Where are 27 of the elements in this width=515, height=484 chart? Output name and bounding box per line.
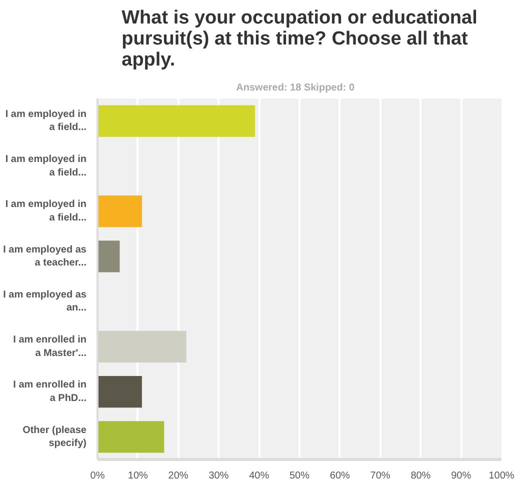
x-tick-label: 30% [208, 470, 229, 482]
x-tick-label: 20% [168, 470, 188, 482]
bar [98, 105, 256, 137]
bar [98, 421, 164, 453]
y-tick-label: I am enrolled in a Master'... [13, 334, 87, 359]
bar [98, 376, 142, 408]
y-tick-label: I am enrolled in a PhD... [13, 380, 87, 404]
x-tick-label: 70% [370, 470, 390, 482]
chart-title: What is your occupation or educational pursuit(s) at this time? Choose all that apply. [122, 8, 478, 70]
bar [98, 196, 142, 228]
x-tick-label: 80% [410, 470, 431, 482]
y-tick-label: I am employed as an... [3, 289, 87, 314]
y-tick-label: I am employed in a field... [5, 154, 87, 178]
x-tick-label: 0% [90, 470, 105, 482]
y-tick-label: I am employed as a teacher... [3, 244, 87, 269]
y-tick-label: Other (please specify) [22, 424, 87, 450]
x-tick-label: 10% [128, 470, 148, 482]
bar [98, 330, 186, 362]
x-tick-label: 100% [488, 470, 514, 482]
bar [98, 240, 120, 272]
y-tick-label: I am employed in a field... [5, 108, 87, 134]
x-tick-label: 40% [249, 470, 270, 482]
x-tick-label: 50% [289, 470, 310, 482]
y-tick-label: I am employed in a field... [5, 199, 87, 224]
chart-subtitle: Answered: 18 Skipped: 0 [236, 82, 355, 94]
x-tick-label: 60% [330, 470, 350, 482]
x-tick-label: 90% [451, 470, 472, 482]
